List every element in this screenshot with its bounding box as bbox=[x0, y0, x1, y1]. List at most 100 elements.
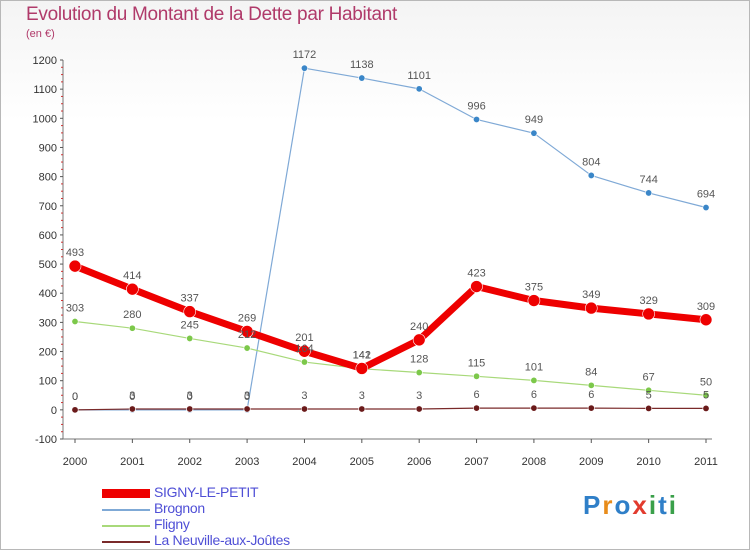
data-label: 3 bbox=[301, 390, 307, 402]
data-label: 128 bbox=[410, 354, 428, 366]
data-label: 6 bbox=[531, 389, 537, 401]
logo-letter: x bbox=[632, 490, 649, 520]
data-label: 309 bbox=[697, 301, 715, 313]
data-label: 3 bbox=[359, 390, 365, 402]
data-point bbox=[530, 129, 538, 137]
data-point bbox=[645, 386, 653, 394]
data-point bbox=[584, 301, 598, 315]
data-point bbox=[243, 405, 251, 413]
data-label: 5 bbox=[646, 389, 652, 401]
data-label: 0 bbox=[129, 391, 135, 403]
data-label: 3 bbox=[129, 390, 135, 402]
data-point bbox=[358, 405, 366, 413]
logo-letter: o bbox=[614, 490, 633, 520]
data-point bbox=[645, 404, 653, 412]
series-line bbox=[71, 262, 710, 372]
data-label: 0 bbox=[72, 391, 78, 403]
y-tick-label: 400 bbox=[39, 288, 57, 300]
data-point bbox=[243, 344, 251, 352]
data-label: 0 bbox=[244, 391, 250, 403]
logo-letter: i bbox=[668, 490, 678, 520]
data-point bbox=[702, 204, 710, 212]
data-label: 240 bbox=[410, 321, 428, 333]
y-tick-label: 100 bbox=[39, 376, 57, 388]
data-point bbox=[186, 405, 194, 413]
data-label: 212 bbox=[238, 329, 256, 341]
data-point bbox=[527, 294, 541, 307]
data-label: 67 bbox=[643, 371, 655, 383]
data-label: 3 bbox=[416, 390, 422, 402]
x-tick-label: 2011 bbox=[694, 456, 718, 468]
data-point bbox=[470, 280, 483, 293]
data-label: 101 bbox=[525, 361, 543, 373]
data-label: 949 bbox=[525, 114, 543, 126]
data-point bbox=[587, 171, 595, 179]
data-label: 115 bbox=[468, 357, 486, 369]
data-label: 141 bbox=[353, 350, 371, 362]
data-point bbox=[71, 318, 79, 326]
legend-label: Brognon bbox=[154, 500, 205, 516]
data-point bbox=[128, 405, 136, 413]
data-point bbox=[240, 325, 254, 338]
legend-label: SIGNY-LE-PETIT bbox=[154, 484, 259, 500]
legend-label: La Neuville-aux-Joûtes bbox=[154, 532, 290, 548]
y-tick-label: 800 bbox=[39, 172, 57, 184]
y-tick-label: -100 bbox=[35, 434, 57, 446]
series-line bbox=[74, 67, 707, 411]
data-label: 329 bbox=[639, 295, 657, 307]
data-point bbox=[183, 305, 197, 318]
data-label: 164 bbox=[295, 343, 313, 355]
data-point bbox=[412, 333, 426, 347]
data-label: 375 bbox=[525, 282, 543, 294]
data-label: 50 bbox=[700, 376, 712, 388]
data-label: 349 bbox=[582, 289, 600, 301]
data-label: 423 bbox=[467, 268, 485, 280]
data-point bbox=[699, 313, 713, 327]
data-label: 3 bbox=[187, 390, 193, 402]
data-point bbox=[415, 85, 423, 93]
data-label: 5 bbox=[703, 389, 709, 401]
data-label: 337 bbox=[181, 293, 199, 305]
x-tick-label: 2000 bbox=[63, 456, 87, 468]
data-point bbox=[298, 344, 311, 358]
data-label: 744 bbox=[639, 174, 657, 186]
data-label: 694 bbox=[697, 189, 715, 201]
x-tick-label: 2006 bbox=[407, 456, 431, 468]
x-tick-label: 2002 bbox=[177, 456, 201, 468]
data-point bbox=[530, 376, 538, 384]
y-tick-label: 200 bbox=[39, 347, 57, 359]
x-tick-label: 2003 bbox=[235, 456, 259, 468]
data-label: 0 bbox=[72, 391, 78, 403]
data-point bbox=[702, 391, 710, 399]
data-point bbox=[415, 369, 423, 377]
y-tick-label: 1000 bbox=[33, 113, 57, 125]
x-tick-label: 2001 bbox=[120, 456, 144, 468]
data-point bbox=[702, 404, 710, 412]
data-point bbox=[587, 404, 595, 412]
data-point bbox=[355, 362, 369, 375]
logo-letter: t bbox=[658, 490, 669, 520]
data-label: 1138 bbox=[350, 59, 374, 71]
x-tick-label: 2009 bbox=[579, 456, 603, 468]
series-line bbox=[74, 407, 707, 411]
data-point bbox=[473, 372, 481, 380]
logo-letter: i bbox=[648, 490, 659, 520]
data-label: 0 bbox=[187, 391, 193, 403]
logo-letter: P bbox=[583, 490, 603, 520]
data-label: 201 bbox=[295, 332, 313, 344]
data-label: 142 bbox=[353, 349, 371, 361]
chart-title: Evolution du Montant de la Dette par Hab… bbox=[26, 4, 397, 25]
data-label: 1101 bbox=[407, 70, 431, 82]
legend-label: Fligny bbox=[154, 516, 190, 532]
data-label: 6 bbox=[588, 389, 594, 401]
data-point bbox=[126, 282, 139, 296]
data-point bbox=[415, 405, 423, 413]
x-tick-label: 2004 bbox=[292, 456, 316, 468]
data-point bbox=[71, 406, 79, 414]
legend-swatch bbox=[102, 489, 150, 498]
y-tick-label: 500 bbox=[39, 259, 57, 271]
y-tick-label: 1200 bbox=[33, 55, 57, 67]
data-point bbox=[642, 307, 655, 321]
y-tick-label: 0 bbox=[51, 405, 57, 417]
